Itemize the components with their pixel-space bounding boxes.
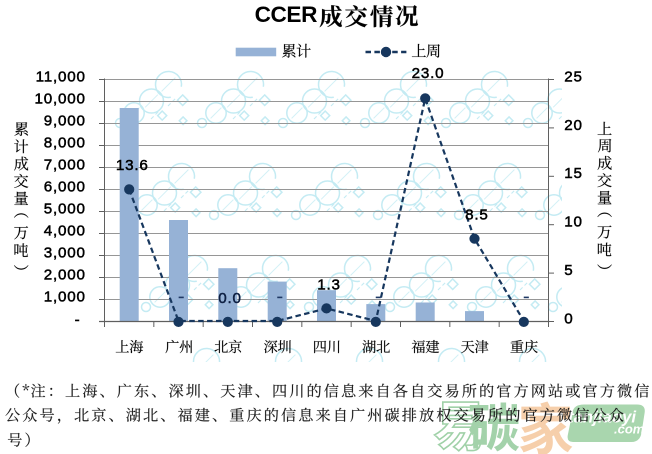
svg-text:10,000: 10,000: [35, 90, 86, 107]
svg-text:tanjiaoyi: tanjiaoyi: [568, 408, 636, 427]
svg-text:10: 10: [564, 214, 583, 231]
svg-text:3,000: 3,000: [44, 244, 86, 261]
svg-text:1.3: 1.3: [317, 277, 341, 294]
svg-text:13.6: 13.6: [116, 157, 149, 174]
svg-text:-: -: [75, 311, 81, 328]
svg-text:4,000: 4,000: [44, 222, 86, 239]
svg-text:20: 20: [564, 117, 583, 134]
svg-text:0: 0: [564, 310, 573, 327]
svg-text:.com: .com: [614, 422, 645, 437]
svg-text:5: 5: [564, 262, 573, 279]
svg-text:9,000: 9,000: [44, 112, 86, 129]
svg-text:15: 15: [564, 165, 583, 182]
svg-text:25: 25: [564, 68, 583, 85]
svg-text:8,000: 8,000: [44, 134, 86, 151]
svg-text:6,000: 6,000: [44, 178, 86, 195]
svg-text:8.5: 8.5: [465, 207, 489, 224]
svg-text:11,000: 11,000: [36, 68, 86, 85]
svg-text:5,000: 5,000: [44, 200, 86, 217]
svg-text:CCER: CCER: [255, 2, 318, 27]
svg-text:1,000: 1,000: [44, 288, 86, 305]
svg-text:7,000: 7,000: [44, 156, 86, 173]
svg-text:0.0: 0.0: [218, 290, 242, 307]
svg-text:23.0: 23.0: [412, 65, 445, 82]
svg-text:2,000: 2,000: [44, 266, 86, 283]
